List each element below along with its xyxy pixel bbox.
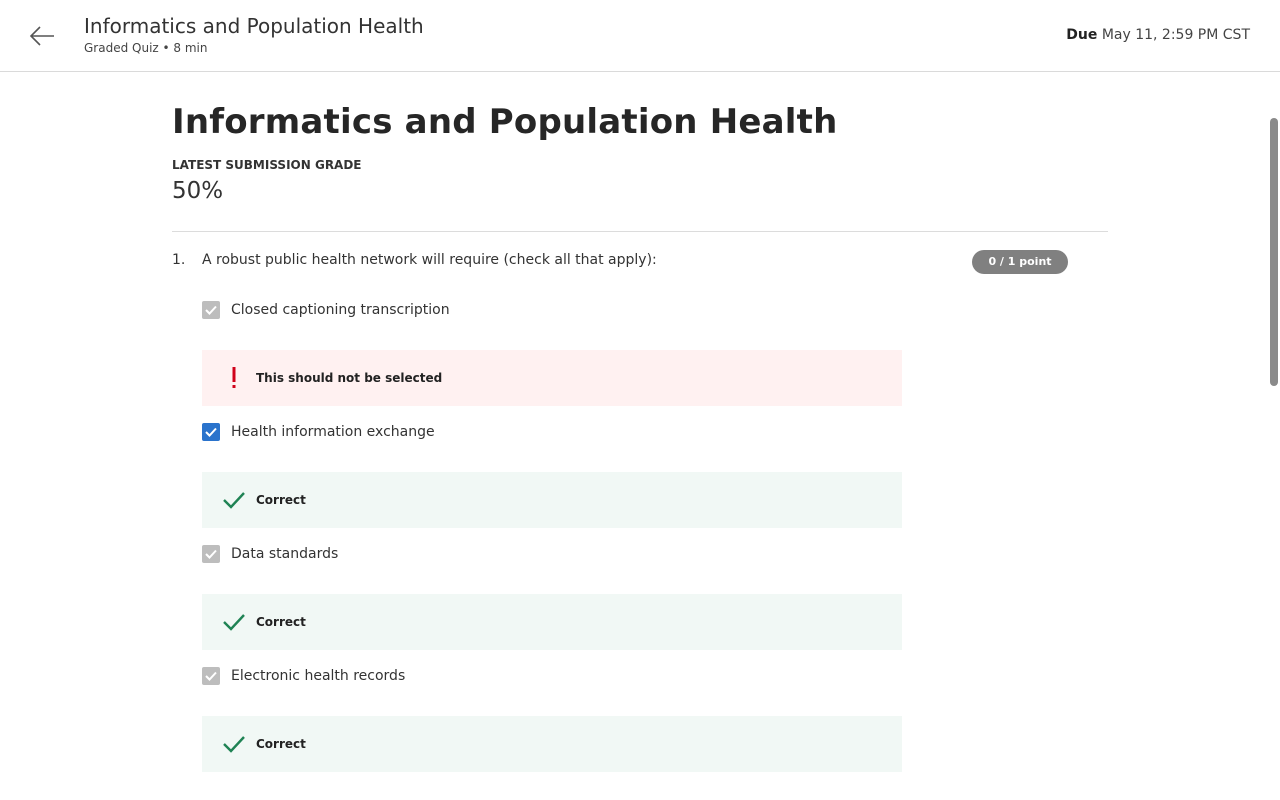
arrow-left-icon: [29, 26, 54, 46]
page-title: Informatics and Population Health: [172, 102, 838, 142]
divider: [172, 231, 1108, 232]
top-header: Informatics and Population Health Graded…: [0, 0, 1280, 72]
header-subtitle: Graded Quiz • 8 min: [84, 41, 208, 55]
scrollbar-thumb[interactable]: [1270, 118, 1278, 386]
checkbox[interactable]: [202, 301, 220, 319]
grade-label: LATEST SUBMISSION GRADE: [172, 158, 362, 172]
back-button[interactable]: [24, 20, 60, 52]
option-label: Electronic health records: [231, 668, 406, 684]
option-health-information-exchange[interactable]: Health information exchange: [202, 421, 435, 443]
due-value: May 11, 2:59 PM CST: [1101, 27, 1250, 43]
option-electronic-health-records[interactable]: Electronic health records: [202, 665, 405, 687]
check-icon: [222, 732, 246, 756]
exclamation-icon: [222, 366, 246, 390]
checkmark-icon: [205, 549, 217, 559]
feedback-text: Correct: [256, 737, 306, 751]
feedback-incorrect: This should not be selected: [202, 350, 902, 406]
feedback-text: Correct: [256, 493, 306, 507]
feedback-correct: Correct: [202, 594, 902, 650]
main-content: Informatics and Population Health LATEST…: [172, 72, 1108, 204]
header-title: Informatics and Population Health: [84, 14, 424, 38]
feedback-text: Correct: [256, 615, 306, 629]
option-data-standards[interactable]: Data standards: [202, 543, 338, 565]
question-text: A robust public health network will requ…: [202, 252, 657, 268]
checkmark-icon: [205, 671, 217, 681]
checkmark-icon: [205, 427, 217, 437]
checkbox[interactable]: [202, 423, 220, 441]
option-label: Health information exchange: [231, 424, 435, 440]
check-icon: [222, 488, 246, 512]
option-label: Data standards: [231, 546, 339, 562]
option-label: Closed captioning transcription: [231, 302, 450, 318]
option-closed-captioning[interactable]: Closed captioning transcription: [202, 299, 450, 321]
due-date: Due May 11, 2:59 PM CST: [1066, 27, 1250, 43]
checkbox[interactable]: [202, 545, 220, 563]
grade-value: 50%: [172, 178, 224, 204]
checkmark-icon: [205, 305, 217, 315]
points-badge: 0 / 1 point: [972, 250, 1068, 274]
checkbox[interactable]: [202, 667, 220, 685]
feedback-correct: Correct: [202, 716, 902, 772]
feedback-correct: Correct: [202, 472, 902, 528]
feedback-text: This should not be selected: [256, 371, 443, 385]
check-icon: [222, 610, 246, 634]
due-label: Due: [1066, 27, 1098, 43]
question-number: 1.: [172, 252, 186, 268]
